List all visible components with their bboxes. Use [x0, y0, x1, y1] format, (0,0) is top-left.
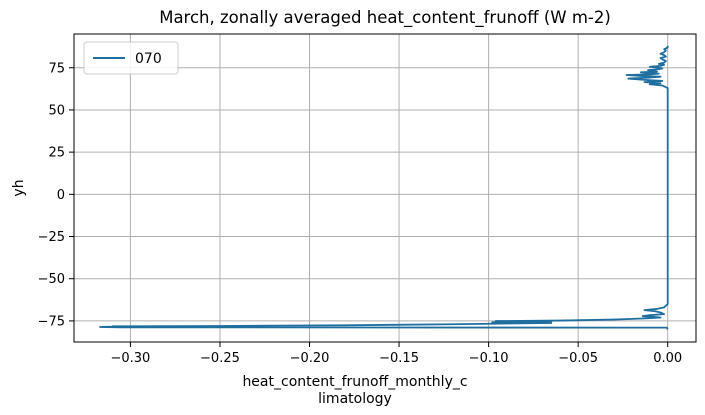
- grid: [74, 34, 696, 342]
- y-axis-label: yh: [11, 179, 27, 196]
- x-tick-label: −0.05: [558, 351, 598, 366]
- plot-frame: [73, 33, 697, 343]
- y-tick-label: −50: [38, 272, 65, 287]
- y-tick-label: −75: [38, 314, 65, 329]
- chart-title: March, zonally averaged heat_content_fru…: [159, 8, 611, 28]
- x-tick-label: −0.30: [110, 351, 150, 366]
- x-tick-label: −0.25: [200, 351, 240, 366]
- x-tick-label: −0.20: [290, 351, 330, 366]
- y-tick-label: 25: [48, 146, 65, 161]
- series-group: [99, 45, 669, 330]
- y-tick-label: 0: [57, 188, 65, 203]
- y-tick-label: 50: [48, 103, 65, 118]
- series-line: [99, 45, 669, 330]
- legend: 070: [83, 41, 179, 75]
- x-axis-label-line-2: limatology: [318, 391, 392, 407]
- x-tick-label: −0.10: [469, 351, 509, 366]
- y-tick-label: 75: [48, 61, 65, 76]
- legend-label: 070: [135, 51, 162, 67]
- x-axis-label-line-1: heat_content_frunoff_monthly_c: [242, 374, 467, 390]
- x-tick-label: 0.00: [653, 351, 682, 366]
- y-tick-label: −25: [38, 230, 65, 245]
- ticks: −0.30 −0.25 −0.20 −0.15 −0.10 −0.05 0.00 −75 −50…: [38, 61, 683, 366]
- x-tick-label: −0.15: [379, 351, 419, 366]
- legend-box: [83, 41, 179, 75]
